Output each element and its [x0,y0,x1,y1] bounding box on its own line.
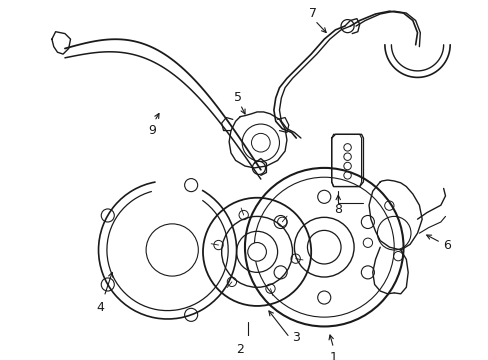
Circle shape [247,243,266,261]
Text: 4: 4 [96,301,104,314]
Text: 7: 7 [308,8,316,21]
Text: 2: 2 [236,343,244,356]
Circle shape [307,230,340,264]
Text: 5: 5 [234,91,242,104]
Text: 3: 3 [292,331,300,344]
Text: 1: 1 [329,351,337,360]
Text: 9: 9 [147,124,155,137]
Text: 8: 8 [334,203,342,216]
Text: 6: 6 [443,239,450,252]
